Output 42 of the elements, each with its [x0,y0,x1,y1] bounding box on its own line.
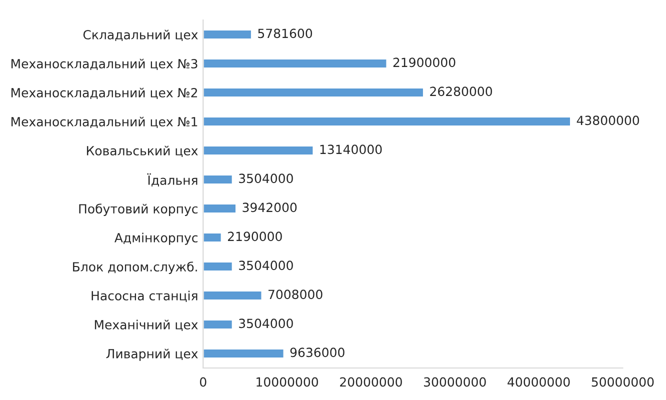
y-tick-label: Насосна станція [92,290,198,302]
bar [203,29,252,40]
y-tick-label: Ливарний цех [106,348,198,361]
y-tick-label: Механоскладальний цех №3 [11,58,198,70]
bar [203,319,234,330]
data-label: 26280000 [430,86,492,96]
bar [203,203,237,214]
data-label: 43800000 [576,116,640,126]
x-tick-label: 50000000 [592,377,654,387]
y-tick-label: Їдальня [147,173,198,186]
y-tick-label: Механічний цех [94,320,198,331]
bar [203,348,285,359]
data-label: 3504000 [239,174,293,184]
x-tick-label: 10000000 [256,377,318,387]
x-tick-label: 30000000 [424,377,486,387]
data-label: 13140000 [320,144,382,154]
bar [203,87,424,98]
data-label: 3504000 [239,318,293,328]
data-label: 5781600 [258,28,312,38]
bar [203,261,234,272]
data-label: 2190000 [228,232,282,242]
data-label: 21900000 [393,58,456,68]
y-tick-label: Побутовий корпус [79,204,198,216]
y-tick-label: Адмінкорпус [114,232,198,245]
y-tick-label: Механоскладальний цех №1 [11,116,198,128]
bar [203,174,234,185]
x-tick-label: 20000000 [340,377,402,387]
data-label: 9636000 [290,348,344,358]
bar [203,58,388,69]
bar [203,116,572,127]
data-label: 7008000 [268,290,322,300]
y-tick-label: Механоскладальний цех №2 [11,88,198,99]
x-tick-label: 0 [200,377,206,387]
y-tick-label: Ковальський цех [86,146,198,157]
data-label: 3504000 [239,260,293,270]
x-tick-label: 40000000 [508,377,570,387]
y-tick-label: Блок допом.служб. [73,262,197,274]
bar [203,145,314,156]
y-tick-label: Складальний цех [83,30,198,41]
bar [203,232,222,243]
bar [203,290,263,301]
data-label: 3942000 [242,202,297,212]
